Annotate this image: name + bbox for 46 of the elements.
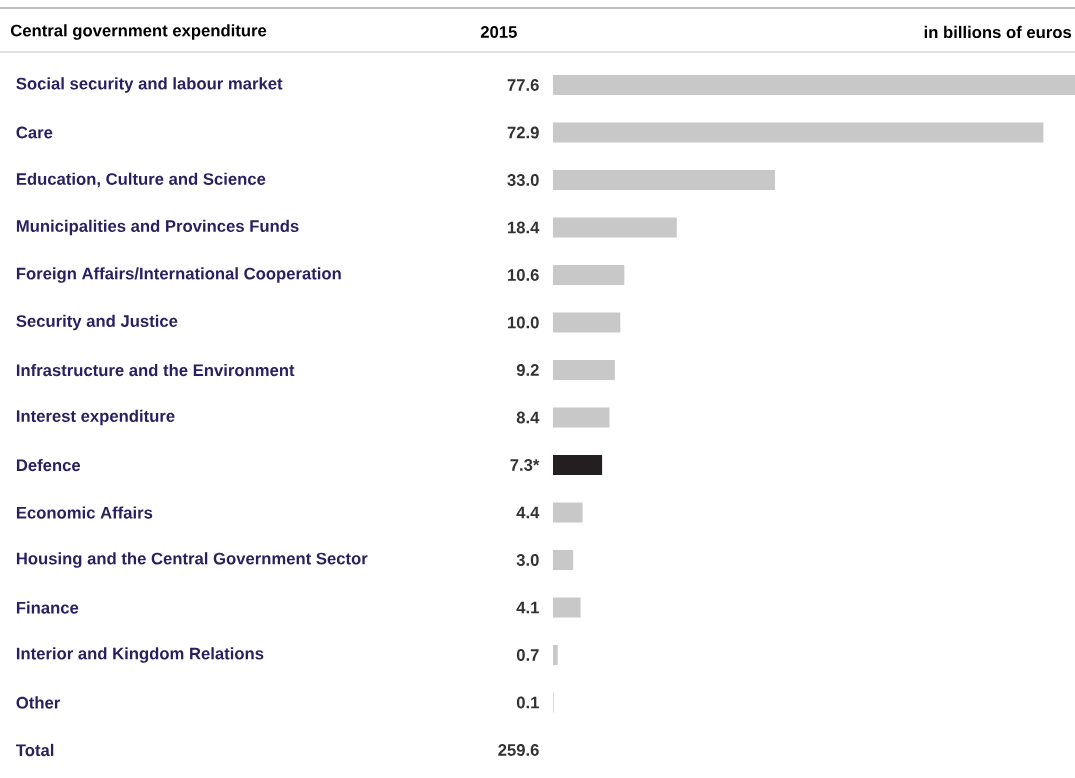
text: in billions of euros: [924, 25, 1072, 39]
bar: [553, 170, 775, 191]
data-label: 0.7: [516, 649, 539, 661]
y-tick-label: Municipalities and Provinces Funds: [16, 219, 299, 236]
bar: [553, 597, 581, 618]
text: 259.6: [498, 744, 539, 756]
bar: [553, 265, 625, 286]
bar: [553, 407, 610, 428]
y-tick-label: Defence: [16, 458, 81, 472]
y-tick-label: Interest expenditure: [16, 409, 175, 426]
bar: [553, 645, 558, 665]
data-label: 10.6: [508, 269, 539, 281]
data-label: 7.3*: [510, 459, 540, 471]
data-label: 72.9: [507, 126, 539, 139]
data-label: 4.1: [516, 601, 539, 614]
data-label: 8.4: [516, 411, 540, 424]
data-label: 0.1: [516, 696, 539, 709]
bar: [553, 550, 574, 570]
text: Central government expenditure: [10, 24, 267, 40]
y-tick-label: Foreign Affairs/International Cooperation: [16, 267, 341, 283]
y-tick-label: Housing and the Central Government Sector: [16, 552, 368, 568]
y-tick-label: Finance: [16, 601, 79, 614]
y-tick-label: Interior and Kingdom Relations: [16, 647, 264, 663]
y-tick-label: Education, Culture and Science: [16, 172, 266, 188]
data-label: 3.0: [516, 554, 539, 566]
bar: [553, 360, 615, 381]
data-label: 9.2: [516, 364, 539, 376]
data-label: 77.6: [507, 79, 539, 91]
data-label: 33.0: [507, 174, 539, 186]
data-label: 4.4: [516, 506, 540, 519]
bar: [553, 502, 583, 523]
y-tick-label: Other: [16, 696, 61, 709]
bar: [553, 455, 603, 475]
bar: [553, 217, 677, 238]
text: 2015: [480, 26, 517, 38]
data-label: 10.0: [508, 316, 539, 329]
bar: [553, 75, 1075, 96]
data-label: 18.4: [508, 221, 540, 234]
y-tick-label: Total: [16, 743, 54, 757]
y-tick-label: Social security and labour market: [16, 77, 283, 93]
y-tick-label: Infrastructure and the Environment: [16, 363, 295, 377]
y-tick-label: Care: [16, 126, 53, 139]
bar: [553, 312, 621, 333]
y-tick-label: Economic Affairs: [16, 506, 153, 519]
y-tick-label: Security and Justice: [16, 314, 178, 331]
bar: [553, 122, 1044, 143]
